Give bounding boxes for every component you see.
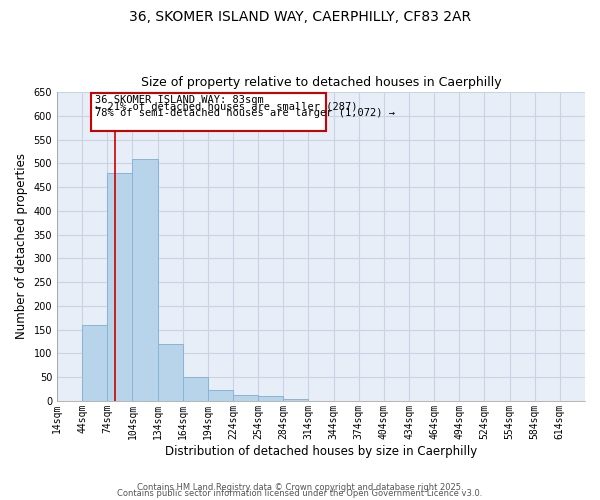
- Title: Size of property relative to detached houses in Caerphilly: Size of property relative to detached ho…: [141, 76, 502, 90]
- Text: 36 SKOMER ISLAND WAY: 83sqm: 36 SKOMER ISLAND WAY: 83sqm: [95, 95, 263, 105]
- Text: Contains HM Land Registry data © Crown copyright and database right 2025.: Contains HM Land Registry data © Crown c…: [137, 484, 463, 492]
- Bar: [183, 377, 208, 401]
- Bar: [82, 325, 107, 401]
- Bar: [283, 398, 308, 401]
- Bar: [107, 173, 133, 401]
- Bar: [233, 395, 258, 401]
- Bar: [258, 396, 283, 401]
- Text: 78% of semi-detached houses are larger (1,072) →: 78% of semi-detached houses are larger (…: [95, 108, 395, 118]
- Text: ← 21% of detached houses are smaller (287): ← 21% of detached houses are smaller (28…: [95, 102, 357, 112]
- FancyBboxPatch shape: [91, 93, 326, 132]
- Text: 36, SKOMER ISLAND WAY, CAERPHILLY, CF83 2AR: 36, SKOMER ISLAND WAY, CAERPHILLY, CF83 …: [129, 10, 471, 24]
- Text: Contains public sector information licensed under the Open Government Licence v3: Contains public sector information licen…: [118, 490, 482, 498]
- Y-axis label: Number of detached properties: Number of detached properties: [15, 154, 28, 340]
- Bar: [133, 158, 158, 401]
- Bar: [158, 344, 183, 401]
- Bar: [208, 390, 233, 401]
- X-axis label: Distribution of detached houses by size in Caerphilly: Distribution of detached houses by size …: [165, 444, 477, 458]
